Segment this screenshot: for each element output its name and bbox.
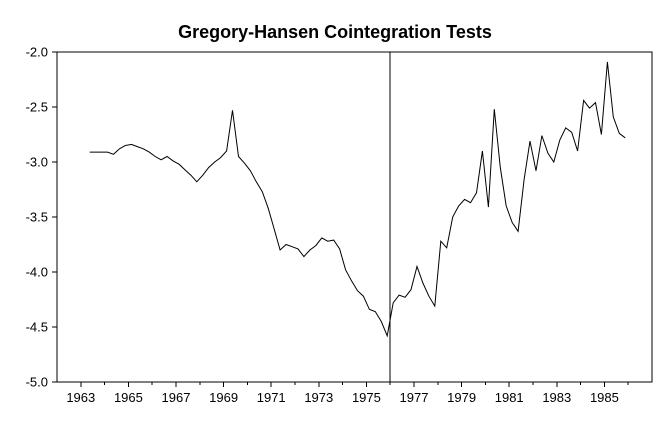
x-axis-tick-label: 1971: [257, 390, 286, 405]
x-axis-tick-label: 1963: [66, 390, 95, 405]
y-axis-tick-label: -4.5: [26, 320, 48, 335]
x-axis-tick-label: 1973: [304, 390, 333, 405]
x-axis-tick-label: 1967: [162, 390, 191, 405]
x-axis-tick-label: 1965: [114, 390, 143, 405]
y-axis-tick-label: -2.5: [26, 100, 48, 115]
y-axis-tick-label: -4.0: [26, 265, 48, 280]
x-axis-tick-label: 1983: [542, 390, 571, 405]
y-axis-tick-label: -3.5: [26, 210, 48, 225]
x-axis-tick-label: 1979: [447, 390, 476, 405]
x-axis-tick-label: 1981: [495, 390, 524, 405]
chart-title: Gregory-Hansen Cointegration Tests: [178, 22, 492, 42]
x-axis-tick-label: 1985: [590, 390, 619, 405]
data-line: [89, 61, 626, 338]
x-axis-tick-label: 1977: [400, 390, 429, 405]
y-axis-tick-label: -2.0: [26, 45, 48, 60]
plot-border: [56, 51, 653, 383]
x-axis-tick-label: 1975: [352, 390, 381, 405]
y-axis-tick-label: -5.0: [26, 375, 48, 390]
y-axis-tick-label: -3.0: [26, 155, 48, 170]
x-axis-tick-label: 1969: [209, 390, 238, 405]
